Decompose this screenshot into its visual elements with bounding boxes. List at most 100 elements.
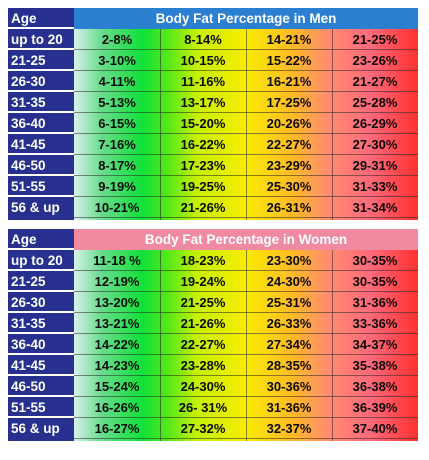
table-cell: 34-37% bbox=[352, 337, 398, 352]
table-cell: 16-22% bbox=[180, 137, 226, 152]
age-row-label: 41-45 bbox=[8, 134, 74, 155]
category-label: Ideal bbox=[188, 442, 218, 457]
age-row-label: 21-25 bbox=[8, 50, 74, 71]
table-cell: 23-28% bbox=[180, 358, 226, 373]
table-cell: 18-23% bbox=[180, 253, 226, 268]
age-row-label: 56 & up bbox=[11, 421, 60, 436]
age-row-label: 51-55 bbox=[8, 397, 74, 418]
table-cell: 14-22% bbox=[94, 337, 140, 352]
table-cell: 31-33% bbox=[352, 179, 398, 194]
table-cell: 11-18 % bbox=[93, 253, 141, 268]
grid-line-vertical bbox=[332, 29, 333, 220]
table-cell: 13-21% bbox=[94, 316, 140, 331]
table-cell: 30-35% bbox=[352, 253, 398, 268]
age-row-label: 26-30 bbox=[8, 71, 74, 92]
table-cell: 2-8% bbox=[101, 32, 133, 47]
table-cell: 16-21% bbox=[266, 74, 312, 89]
table-cell: 13-17% bbox=[180, 95, 226, 110]
table-cell: 3-10% bbox=[98, 53, 136, 68]
table-cell: 21-26% bbox=[180, 200, 226, 215]
table-cell: 7-16% bbox=[98, 137, 136, 152]
table-cell: 31-36% bbox=[266, 400, 312, 415]
table-cell: 36-38% bbox=[352, 379, 398, 394]
table-cell: 24-30% bbox=[266, 274, 312, 289]
table-cell: 33-36% bbox=[352, 316, 398, 331]
category-label: Lean bbox=[101, 442, 133, 457]
table-cell: 26-29% bbox=[352, 116, 398, 131]
category-label: Average bbox=[263, 442, 315, 457]
table-cell: 28-35% bbox=[266, 358, 312, 373]
age-row-label: 26-30 bbox=[8, 292, 74, 313]
table-cell: 5-13% bbox=[98, 95, 136, 110]
table-cell: 14-23% bbox=[94, 358, 140, 373]
table-cell: 21-26% bbox=[180, 316, 226, 331]
table-cell: 21-27% bbox=[352, 74, 398, 89]
table-cell: 9-19% bbox=[98, 179, 136, 194]
table-cell: 30-36% bbox=[266, 379, 312, 394]
grid-line-vertical bbox=[332, 250, 333, 441]
table-cell: 15-24% bbox=[94, 379, 140, 394]
table-cell: 22-27% bbox=[180, 337, 226, 352]
table-cell: 20-26% bbox=[266, 116, 312, 131]
table-cell: 19-25% bbox=[180, 179, 226, 194]
table-cell: 23-29% bbox=[266, 158, 312, 173]
grid-line-vertical bbox=[160, 250, 161, 441]
grid-line-vertical bbox=[246, 29, 247, 220]
table-cell: 8-17% bbox=[98, 158, 136, 173]
table-cell: 24-30% bbox=[180, 379, 226, 394]
table-cell: 10-15% bbox=[180, 53, 226, 68]
table-cell: 14-21% bbox=[266, 32, 312, 47]
table-cell: 11-16% bbox=[180, 74, 226, 89]
age-header: Age bbox=[8, 8, 74, 29]
age-row-label: 21-25 bbox=[8, 271, 74, 292]
women-body-fat-table: Body Fat Percentage in Women Age up to 20… bbox=[8, 229, 418, 457]
table-cell: 36-39% bbox=[352, 400, 398, 415]
table-cell: 15-20% bbox=[180, 116, 226, 131]
table-cell: 32-37% bbox=[266, 421, 312, 436]
age-row-label: up to 20 bbox=[8, 250, 74, 271]
table-cell: 16-26% bbox=[94, 400, 140, 415]
table-cell: 27-32% bbox=[180, 421, 226, 436]
table-cell: 17-25% bbox=[266, 95, 312, 110]
table-cell: 15-22% bbox=[266, 53, 312, 68]
age-header: Age bbox=[8, 229, 74, 250]
table-cell: 22-27% bbox=[266, 137, 312, 152]
age-row-label: 51-55 bbox=[8, 176, 74, 197]
table-cell: 31-36% bbox=[352, 295, 398, 310]
table-cell: 8-14% bbox=[184, 32, 222, 47]
age-row-label: 46-50 bbox=[8, 376, 74, 397]
age-row-label: 46-50 bbox=[8, 155, 74, 176]
table-cell: 17-23% bbox=[180, 158, 226, 173]
grid-line-vertical bbox=[160, 29, 161, 220]
chart-title: Body Fat Percentage in Women bbox=[74, 229, 418, 250]
table-cell: 37-40% bbox=[352, 421, 398, 436]
table-cell: 27-30% bbox=[352, 137, 398, 152]
table-cell: 21-25% bbox=[352, 32, 398, 47]
table-cell: 21-25% bbox=[180, 295, 226, 310]
table-cell: 25-31% bbox=[266, 295, 312, 310]
category-label: OverFat bbox=[350, 442, 400, 457]
table-cell: 23-30% bbox=[266, 253, 312, 268]
table-cell: 26- 31% bbox=[178, 400, 228, 415]
grid-line-vertical bbox=[246, 250, 247, 441]
table-cell: 35-38% bbox=[352, 358, 398, 373]
table-cell: 6-15% bbox=[98, 116, 136, 131]
men-body-fat-table: Body Fat Percentage in Men Age up to 20 21… bbox=[8, 8, 418, 236]
table-cell: 23-26% bbox=[352, 53, 398, 68]
age-column bbox=[8, 8, 74, 220]
age-row-label: 56 & up bbox=[11, 200, 60, 215]
age-row-label: up to 20 bbox=[8, 29, 74, 50]
age-row-label: 31-35 bbox=[8, 92, 74, 113]
table-cell: 13-20% bbox=[94, 295, 140, 310]
table-cell: 27-34% bbox=[266, 337, 312, 352]
table-cell: 29-31% bbox=[352, 158, 398, 173]
table-cell: 19-24% bbox=[180, 274, 226, 289]
table-cell: 12-19% bbox=[94, 274, 140, 289]
age-column bbox=[8, 229, 74, 441]
table-cell: 31-34% bbox=[352, 200, 398, 215]
table-cell: 26-31% bbox=[266, 200, 312, 215]
table-cell: 25-30% bbox=[266, 179, 312, 194]
table-cell: 25-28% bbox=[352, 95, 398, 110]
table-cell: 10-21% bbox=[94, 200, 140, 215]
chart-title: Body Fat Percentage in Men bbox=[74, 8, 418, 29]
